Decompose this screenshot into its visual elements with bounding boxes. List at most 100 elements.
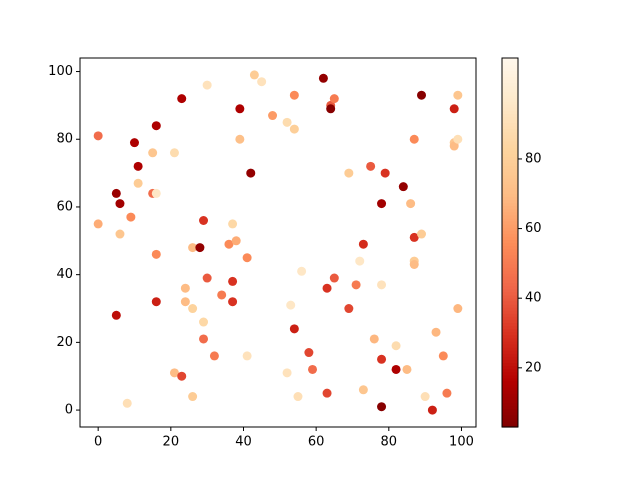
x-tick-label: 80 (381, 435, 398, 450)
colorbar-segment (502, 288, 518, 293)
point (391, 341, 401, 351)
colorbar-segment (502, 236, 518, 241)
point (344, 168, 354, 178)
point (133, 161, 143, 171)
colorbar-segment (502, 420, 518, 425)
colorbar-segment (502, 107, 518, 111)
colorbar-segment (502, 423, 518, 428)
colorbar-segment (502, 408, 518, 413)
colorbar-segment (502, 390, 518, 394)
colorbar-segment (502, 248, 518, 253)
colorbar-segment (502, 242, 518, 247)
point (217, 290, 227, 300)
point (111, 310, 121, 320)
point (188, 392, 198, 402)
colorbar-segment (502, 58, 518, 62)
point (228, 297, 238, 307)
point (177, 371, 187, 381)
colorbar-segment (502, 230, 518, 234)
point (151, 188, 161, 198)
colorbar-segment (502, 414, 518, 419)
point (293, 392, 303, 402)
colorbar-segment (502, 304, 518, 308)
point (188, 243, 198, 253)
point (326, 104, 336, 114)
colorbar-segment (502, 211, 518, 216)
colorbar-segment (502, 393, 518, 397)
point (202, 273, 212, 283)
point (351, 280, 361, 290)
colorbar-segment (502, 374, 518, 379)
point (199, 334, 209, 344)
colorbar-segment (502, 162, 518, 167)
colorbar-segment (502, 310, 518, 314)
colorbar-segment (502, 97, 518, 102)
colorbar-segment (502, 337, 518, 342)
point (417, 90, 427, 100)
colorbar-tick-label: 40 (525, 291, 542, 306)
point (344, 304, 354, 314)
colorbar-segment (502, 150, 518, 154)
colorbar-segment (502, 147, 518, 151)
plot-frame (79, 57, 477, 428)
colorbar-segment (502, 270, 518, 274)
point (355, 256, 365, 266)
point (188, 304, 198, 314)
colorbar-segment (502, 144, 518, 148)
colorbar-segment (502, 79, 518, 84)
point (246, 168, 256, 178)
point (148, 148, 158, 158)
point (195, 243, 205, 253)
point (224, 239, 234, 249)
colorbar-segment (502, 101, 518, 105)
colorbar-segment (502, 377, 518, 382)
colorbar-segment (502, 239, 518, 244)
point (449, 104, 459, 114)
point (438, 351, 448, 361)
point (242, 253, 252, 263)
point (235, 104, 245, 114)
colorbar-segment (502, 350, 518, 354)
colorbar-segment (502, 217, 518, 222)
colorbar-segment (502, 227, 518, 231)
colorbar-segment (502, 220, 518, 225)
colorbar-segment (502, 251, 518, 256)
point (228, 219, 238, 229)
x-tick-label: 40 (235, 435, 252, 450)
colorbar-segment (502, 76, 518, 81)
colorbar-segment (502, 193, 518, 197)
colorbar-segment (502, 368, 518, 373)
colorbar-segment (502, 128, 518, 133)
colorbar-segment (502, 125, 518, 130)
point (169, 368, 179, 378)
colorbar-segment (502, 119, 518, 124)
colorbar-segment (502, 294, 518, 299)
point (369, 334, 379, 344)
y-tick-label: 0 (65, 403, 73, 418)
colorbar-segment (502, 174, 518, 179)
colorbar-segment (502, 300, 518, 305)
colorbar-segment (502, 399, 518, 403)
colorbar-segment (502, 187, 518, 191)
point (93, 131, 103, 141)
point (169, 148, 179, 158)
point (199, 215, 209, 225)
point (318, 73, 328, 83)
colorbar-frame (501, 57, 519, 428)
colorbar-segment (502, 82, 518, 87)
colorbar-tick-label: 60 (525, 221, 542, 236)
colorbar-segment (502, 168, 518, 173)
point (398, 182, 408, 192)
point (209, 351, 219, 361)
colorbar-segment (502, 347, 518, 351)
point (115, 199, 125, 209)
x-tick-label: 60 (308, 435, 325, 450)
colorbar-segment (502, 196, 518, 201)
colorbar-segment (502, 257, 518, 262)
colorbar-tick-label: 20 (525, 360, 542, 375)
point (406, 199, 416, 209)
colorbar-segment (502, 134, 518, 139)
colorbar-segment (502, 156, 518, 161)
y-tick-label: 20 (56, 335, 73, 350)
colorbar-segment (502, 362, 518, 367)
